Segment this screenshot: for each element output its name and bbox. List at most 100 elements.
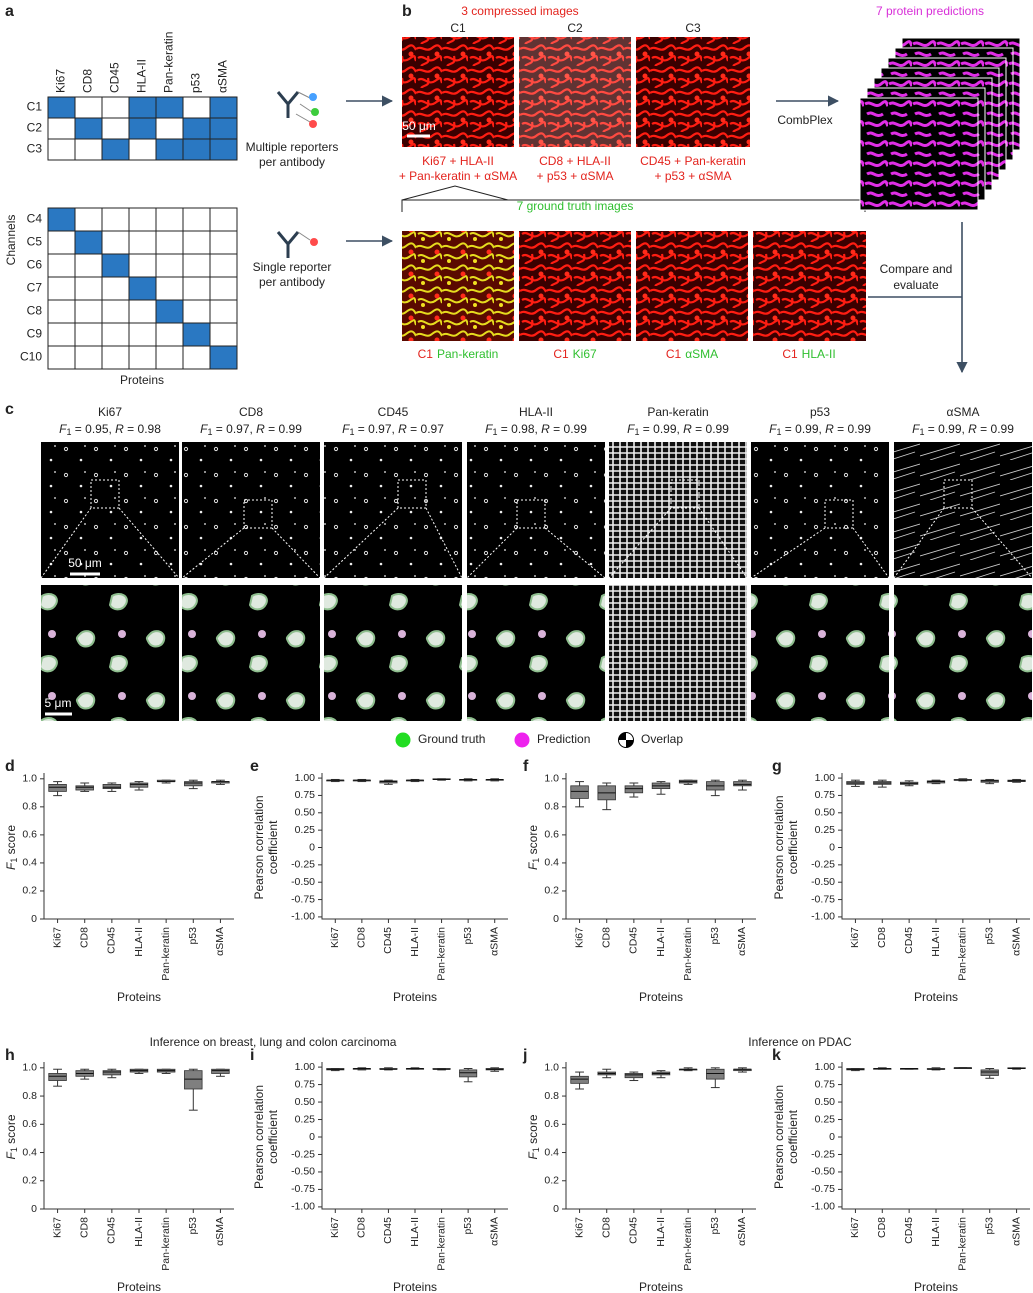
y-tick-label: 0.50 <box>815 807 836 819</box>
x-tick-label: Ki67 <box>573 1217 585 1238</box>
x-tick-label: HLA-II <box>930 1217 942 1247</box>
y-tick-label: 0 <box>309 841 315 853</box>
reporter-text: per antibody <box>259 275 325 289</box>
box <box>184 1070 203 1090</box>
linker <box>297 231 311 241</box>
panel-label: k <box>772 1047 781 1064</box>
y-tick-label: 0 <box>553 1203 559 1215</box>
matrix-cell <box>155 322 184 347</box>
y-axis-label-part: 1 <box>9 858 19 863</box>
y-axis-label-part: F <box>526 862 540 870</box>
x-tick-label: p53 <box>187 1217 199 1235</box>
metric-part: = <box>354 422 368 436</box>
matrix-cell <box>101 138 130 161</box>
y-tick-label: 0 <box>31 1203 37 1215</box>
matrix-cell <box>155 138 184 161</box>
column-label: Ki67 <box>54 69 68 93</box>
y-tick-label: -1.00 <box>291 1201 315 1213</box>
metric-part: = <box>497 422 511 436</box>
y-tick-label: 0.2 <box>22 1175 37 1187</box>
metric-text: F1 = 0.97, R = 0.97 <box>342 422 444 437</box>
metric-part: R <box>541 422 550 436</box>
metric-part: , <box>109 422 116 436</box>
matrix-cell <box>47 345 76 370</box>
matrix-cell <box>47 299 76 324</box>
caption: C1 αSMA <box>666 347 718 361</box>
protein-title: Ki67 <box>98 405 122 419</box>
x-tick-label: Ki67 <box>51 1217 63 1238</box>
y-tick-label: 0.25 <box>295 824 316 836</box>
matrix-cell <box>155 96 184 119</box>
zoom-lines <box>608 507 748 579</box>
x-tick-label: αSMA <box>214 1217 226 1246</box>
protein-title: Pan-keratin <box>647 405 708 419</box>
metric-part: = <box>977 422 991 436</box>
metric-part: 1 <box>349 427 354 437</box>
matrix-cell <box>101 276 130 301</box>
matrix-cell <box>182 96 211 119</box>
x-tick-label: Ki67 <box>573 927 585 948</box>
x-tick-label: CD45 <box>628 927 640 954</box>
metric-part: = <box>639 422 653 436</box>
metric-part: = <box>212 422 226 436</box>
x-tick-label: CD8 <box>600 1217 612 1238</box>
y-tick-label: 0 <box>31 913 37 925</box>
matrix-cell <box>101 299 130 324</box>
x-tick-label: CD45 <box>382 1217 394 1244</box>
metric-part: , <box>250 422 257 436</box>
x-tick-label: CD8 <box>356 1217 368 1238</box>
y-tick-label: 0.4 <box>544 1146 559 1158</box>
y-axis-label: Pearson correlation <box>252 795 266 899</box>
x-tick-label: αSMA <box>214 927 226 956</box>
row-label: C5 <box>27 235 43 249</box>
panel-label: i <box>250 1047 254 1064</box>
y-tick-label: 1.0 <box>544 773 559 785</box>
caption-channel: C1 <box>666 347 682 361</box>
x-tick-label: HLA-II <box>655 1217 667 1247</box>
linker <box>295 91 313 123</box>
y-tick-label: 0.75 <box>295 789 316 801</box>
caption: + Pan-keratin + αSMA <box>399 169 517 183</box>
matrix-cell <box>182 138 211 161</box>
y-tick-label: 0.4 <box>544 857 559 869</box>
section-title: 7 protein predictions <box>876 4 984 18</box>
axis-label: Channels <box>4 215 18 266</box>
metric-part: = <box>71 422 85 436</box>
matrix-cell <box>128 322 157 347</box>
matrix-cell <box>209 276 238 301</box>
panel-label: f <box>523 758 529 775</box>
x-tick-label: p53 <box>983 927 995 945</box>
zoom-image <box>894 585 1032 721</box>
matrix-cell <box>101 253 130 278</box>
box <box>459 1069 478 1078</box>
matrix-cell <box>47 96 76 119</box>
y-tick-label: -0.50 <box>811 1166 835 1178</box>
protein-title: HLA-II <box>519 405 553 419</box>
y-axis-label-part: score <box>4 1114 18 1147</box>
metric-part: F <box>342 422 350 436</box>
matrix-cell <box>47 230 76 255</box>
row-label: C3 <box>27 142 43 156</box>
x-tick-label: Ki67 <box>329 1217 341 1238</box>
matrix-cell <box>128 253 157 278</box>
matrix-cell <box>155 117 184 140</box>
caption-protein: HLA-II <box>802 347 836 361</box>
axes <box>43 1062 234 1210</box>
x-tick-label: p53 <box>709 1217 721 1235</box>
y-tick-label: -0.50 <box>811 876 835 888</box>
metric-text: F1 = 0.98, R = 0.99 <box>485 422 587 437</box>
method-label: CombPlex <box>777 113 832 127</box>
y-tick-label: 1.0 <box>22 1062 37 1074</box>
y-tick-label: 0 <box>829 1131 835 1143</box>
y-tick-label: -0.25 <box>811 859 835 871</box>
ground-truth-image <box>402 231 514 341</box>
prediction-image <box>859 97 979 211</box>
metric-part: R <box>256 422 265 436</box>
x-tick-label: αSMA <box>488 927 500 956</box>
metric-part: F <box>769 422 777 436</box>
overview-image <box>751 442 889 578</box>
matrix-cell <box>209 345 238 370</box>
legend-marker <box>514 732 530 748</box>
legend-label: Prediction <box>537 732 590 746</box>
matrix-cell <box>209 253 238 278</box>
